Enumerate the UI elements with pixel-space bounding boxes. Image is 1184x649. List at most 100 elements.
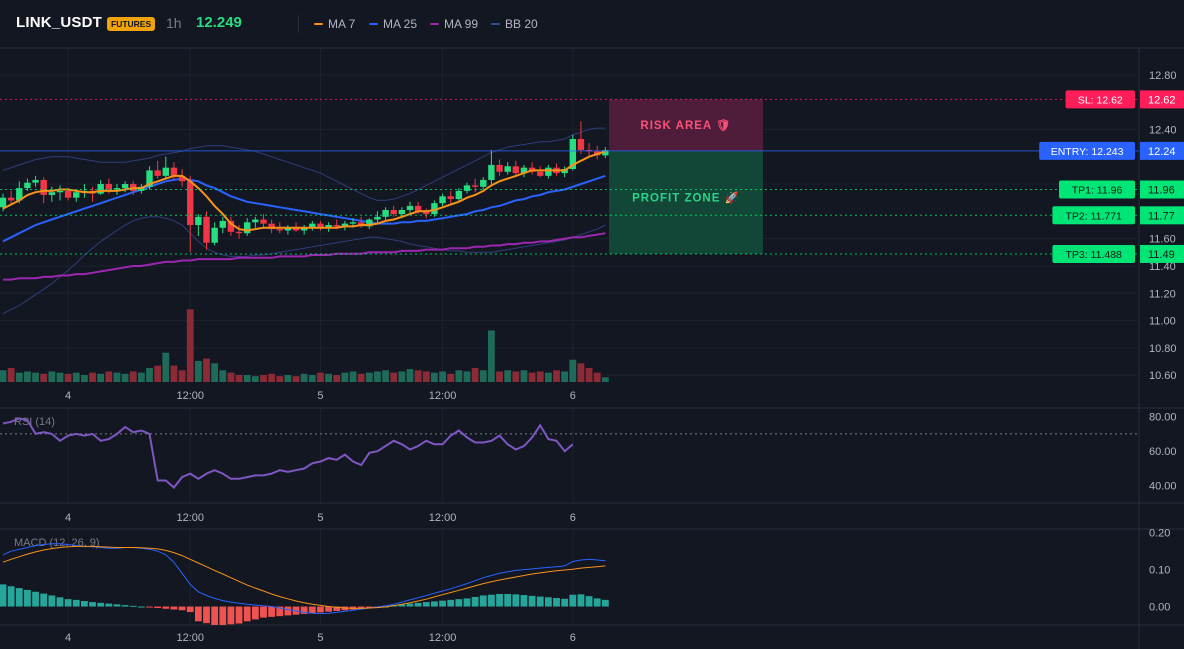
rsi-line bbox=[2, 417, 574, 489]
tp3-label: TP3: 11.488 bbox=[1065, 249, 1122, 261]
volume-bar bbox=[585, 367, 593, 382]
x-tick-label: 6 bbox=[570, 512, 576, 524]
volume-bar bbox=[447, 373, 455, 382]
macd-histogram-bar bbox=[317, 606, 324, 613]
macd-histogram-bar bbox=[146, 606, 153, 608]
volume-bar bbox=[276, 376, 284, 382]
macd-histogram-bar bbox=[56, 597, 64, 607]
legend-ma99[interactable]: MA 99 bbox=[430, 15, 478, 33]
macd-histogram-bar bbox=[24, 589, 31, 607]
candle-body bbox=[569, 138, 576, 170]
macd-histogram-bar bbox=[520, 595, 528, 607]
macd-histogram-bar bbox=[121, 605, 129, 607]
macd-histogram-bar bbox=[81, 601, 88, 607]
price-tick-label: 11.60 bbox=[1149, 234, 1176, 246]
candle-body bbox=[512, 166, 520, 174]
candle-body bbox=[431, 203, 438, 215]
macd-histogram-bar bbox=[471, 596, 479, 607]
macd-histogram-bar bbox=[64, 599, 72, 607]
volume-bar bbox=[170, 365, 178, 382]
volume-bar bbox=[7, 367, 15, 382]
macd-histogram-bar bbox=[439, 600, 446, 607]
volume-bar bbox=[251, 376, 259, 382]
price-tick-label: 11.20 bbox=[1149, 288, 1176, 300]
risk-area-box bbox=[609, 99, 763, 151]
last-price: 12.249 bbox=[196, 14, 242, 31]
candle-body bbox=[406, 205, 414, 210]
candle-body bbox=[170, 167, 178, 176]
candle-body bbox=[244, 222, 251, 234]
sl-axis-label: 12.62 bbox=[1148, 94, 1176, 106]
macd-histogram-bar bbox=[569, 594, 577, 607]
macd-histogram-bar bbox=[137, 606, 145, 608]
interval-selector[interactable]: 1h bbox=[166, 15, 182, 31]
candle-body bbox=[105, 184, 113, 190]
macd-histogram-bar bbox=[561, 598, 569, 607]
volume-bar bbox=[121, 373, 129, 382]
volume-bar bbox=[528, 372, 536, 382]
candle-body bbox=[488, 164, 495, 180]
candle-body bbox=[146, 170, 153, 187]
candle-body bbox=[48, 192, 56, 195]
legend-ma7[interactable]: MA 7 bbox=[314, 15, 355, 33]
candle-body bbox=[414, 205, 422, 212]
volume-bar bbox=[593, 372, 601, 382]
macd-histogram-bar bbox=[40, 593, 48, 607]
volume-bar bbox=[504, 370, 512, 382]
price-tick-label: 12.40 bbox=[1149, 124, 1177, 136]
legend-bb20[interactable]: BB 20 bbox=[491, 15, 538, 33]
volume-bar bbox=[162, 352, 170, 382]
profit-zone-box bbox=[609, 150, 763, 254]
candle-body bbox=[455, 190, 463, 200]
candle-body bbox=[195, 216, 202, 225]
x-tick-label: 12:00 bbox=[429, 632, 457, 644]
volume-bar bbox=[553, 370, 560, 382]
volume-bar bbox=[325, 373, 332, 382]
candle-body bbox=[73, 192, 80, 198]
volume-bar bbox=[243, 374, 251, 382]
candle-body bbox=[154, 170, 161, 176]
volume-bar bbox=[431, 372, 438, 382]
volume-bar bbox=[129, 371, 137, 382]
candle-body bbox=[480, 179, 487, 187]
macd-histogram-bar bbox=[15, 588, 23, 607]
volume-bar bbox=[341, 372, 349, 382]
macd-histogram-bar bbox=[553, 598, 560, 607]
candle-body bbox=[0, 197, 7, 208]
tp3-label-box bbox=[1052, 244, 1135, 263]
legend-ma25[interactable]: MA 25 bbox=[369, 15, 417, 33]
candle-body bbox=[40, 179, 47, 195]
volume-bar bbox=[219, 370, 227, 382]
macd-histogram-bar bbox=[308, 606, 316, 614]
macd-histogram-bar bbox=[365, 606, 373, 609]
volume-bar bbox=[577, 363, 585, 382]
macd-tick-label: 0.10 bbox=[1149, 565, 1170, 577]
candle-body bbox=[219, 220, 226, 228]
symbol-name[interactable]: LINK_USDT bbox=[16, 14, 102, 31]
macd-histogram-bar bbox=[406, 603, 414, 607]
candle-body bbox=[227, 220, 235, 232]
candle-body bbox=[496, 164, 503, 172]
x-tick-label: 6 bbox=[570, 632, 576, 644]
candle-body bbox=[268, 223, 275, 230]
candle-body bbox=[382, 209, 389, 217]
volume-bar bbox=[569, 359, 577, 382]
volume-bar bbox=[72, 372, 80, 382]
candle-body bbox=[317, 223, 324, 228]
candle-body bbox=[211, 227, 218, 243]
price-tick-label: 11.00 bbox=[1149, 316, 1176, 328]
x-tick-label: 6 bbox=[570, 390, 576, 402]
macd-histogram-bar bbox=[512, 594, 520, 607]
macd-histogram-bar bbox=[593, 598, 601, 607]
volume-bar bbox=[113, 372, 121, 382]
volume-bar bbox=[439, 371, 446, 382]
macd-histogram-bar bbox=[325, 606, 332, 612]
volume-bar bbox=[89, 372, 96, 382]
volume-bar bbox=[317, 372, 324, 382]
rsi-tick-label: 40.00 bbox=[1149, 481, 1177, 493]
x-tick-label: 5 bbox=[317, 632, 323, 644]
tp1-label-box bbox=[1059, 180, 1135, 199]
macd-histogram-bar bbox=[504, 593, 512, 607]
volume-bar bbox=[496, 371, 503, 382]
